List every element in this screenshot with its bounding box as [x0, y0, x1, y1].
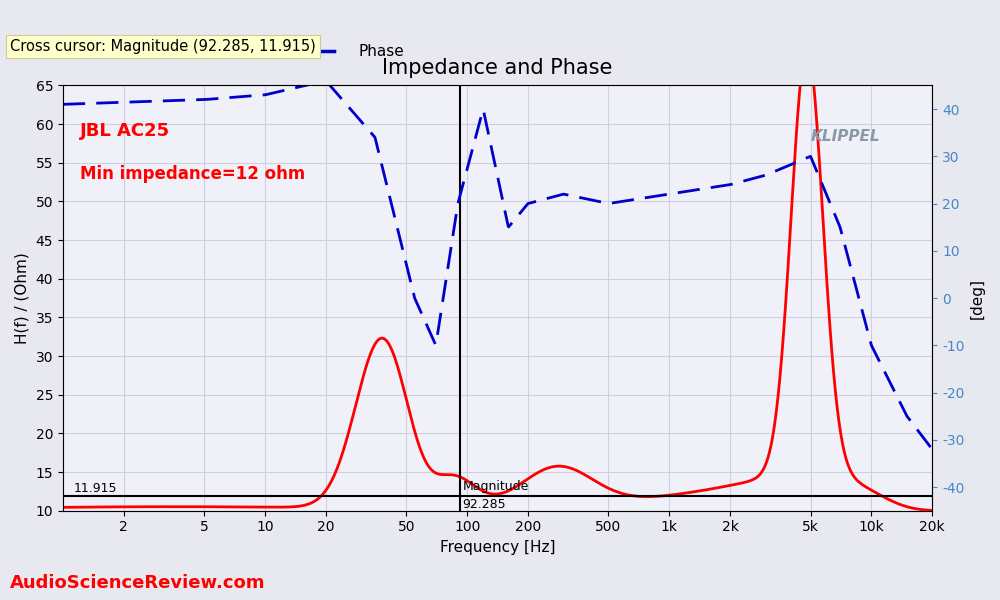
- Text: Magnitude: Magnitude: [463, 480, 529, 493]
- Y-axis label: [deg]: [deg]: [970, 278, 985, 319]
- X-axis label: Frequency [Hz]: Frequency [Hz]: [440, 540, 555, 555]
- Title: Impedance and Phase: Impedance and Phase: [382, 58, 613, 79]
- Y-axis label: H(f) / (Ohm): H(f) / (Ohm): [15, 252, 30, 344]
- Text: KLIPPEL: KLIPPEL: [811, 129, 880, 144]
- Legend: Magnitude, Phase: Magnitude, Phase: [140, 38, 410, 65]
- Text: 92.285: 92.285: [463, 497, 506, 511]
- Text: 11.915: 11.915: [73, 482, 117, 495]
- Text: Cross cursor: Magnitude (92.285, 11.915): Cross cursor: Magnitude (92.285, 11.915): [10, 39, 316, 54]
- Text: JBL AC25: JBL AC25: [80, 122, 170, 140]
- Text: AudioScienceReview.com: AudioScienceReview.com: [10, 574, 266, 592]
- Text: Min impedance=12 ohm: Min impedance=12 ohm: [80, 165, 306, 183]
